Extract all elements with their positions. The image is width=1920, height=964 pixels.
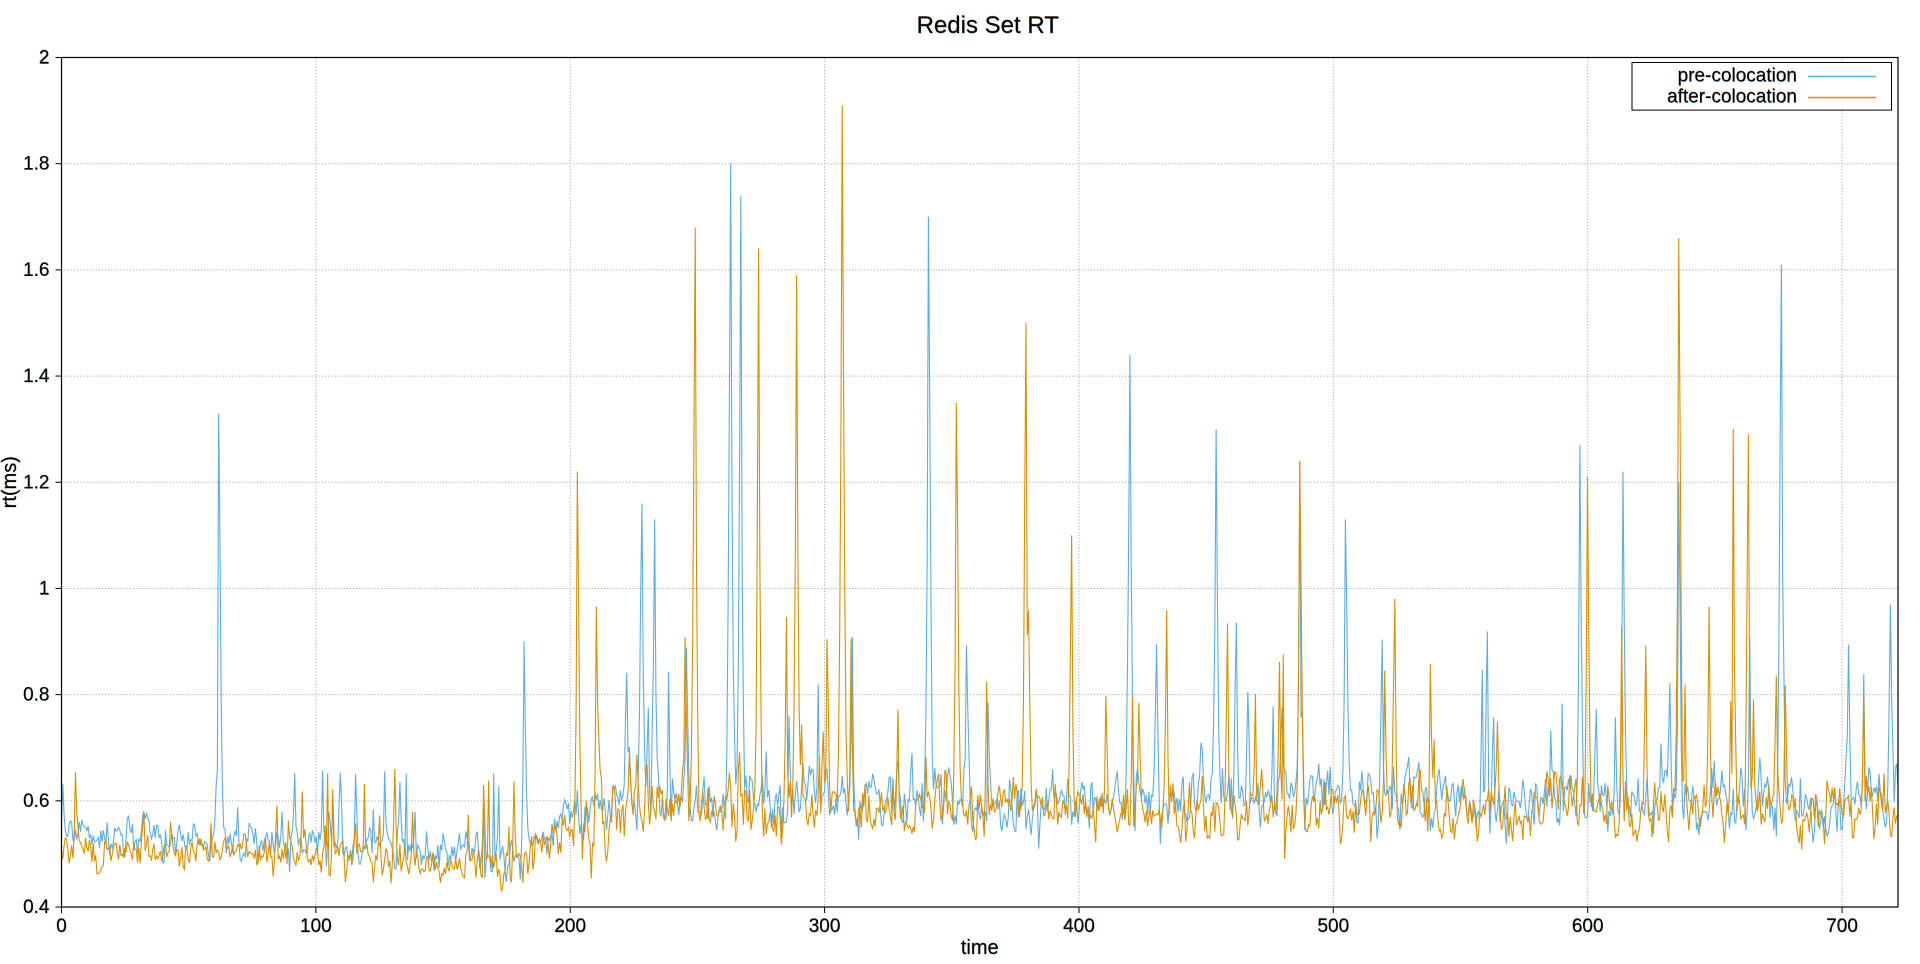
svg-text:pre-colocation: pre-colocation [1678,66,1797,87]
svg-text:time: time [961,937,999,959]
svg-text:500: 500 [1317,916,1349,937]
svg-text:after-colocation: after-colocation [1667,87,1797,108]
svg-text:1.8: 1.8 [23,154,49,175]
svg-text:700: 700 [1826,916,1858,937]
svg-text:1.4: 1.4 [23,366,50,387]
svg-text:0.8: 0.8 [23,685,49,706]
svg-text:Redis Set RT: Redis Set RT [917,12,1060,39]
svg-text:600: 600 [1572,916,1604,937]
svg-text:400: 400 [1063,916,1095,937]
svg-text:rt(ms): rt(ms) [0,456,21,508]
svg-text:0.6: 0.6 [23,791,49,812]
svg-text:300: 300 [809,916,841,937]
svg-text:0: 0 [56,916,67,937]
svg-text:1.6: 1.6 [23,260,49,281]
svg-text:1.2: 1.2 [23,472,49,493]
svg-text:1: 1 [39,578,50,599]
svg-text:100: 100 [300,916,332,937]
svg-text:0.4: 0.4 [23,897,50,918]
svg-text:200: 200 [554,916,586,937]
svg-text:2: 2 [39,48,50,69]
